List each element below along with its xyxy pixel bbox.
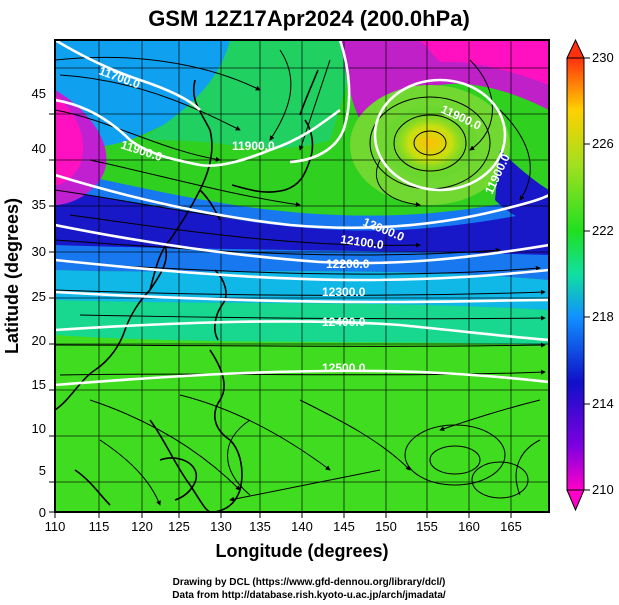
colorbar-tick-label: 218 bbox=[592, 309, 614, 324]
colorbar-max-triangle bbox=[566, 38, 585, 59]
credit-data: Data from http://database.rish.kyoto-u.a… bbox=[172, 590, 446, 601]
contour-label: 12400.0 bbox=[322, 315, 366, 329]
x-tick-label: 145 bbox=[333, 519, 355, 534]
y-tick-label: 5 bbox=[39, 463, 46, 478]
contour-label: 12300.0 bbox=[322, 285, 366, 299]
x-axis-title: Longitude (degrees) bbox=[215, 541, 388, 561]
y-tick-label: 15 bbox=[32, 377, 46, 392]
y-axis-labels: 0 5 10 15 20 25 30 35 40 45 bbox=[32, 86, 46, 520]
x-tick-label: 110 bbox=[45, 519, 66, 534]
coastlines bbox=[55, 69, 319, 512]
y-tick-label: 10 bbox=[32, 421, 46, 436]
colorbar-gradient bbox=[566, 57, 585, 491]
x-tick-label: 125 bbox=[168, 519, 190, 534]
y-tick-label: 20 bbox=[32, 333, 46, 348]
x-axis-labels: 110 115 120 125 130 135 140 145 150 155 … bbox=[45, 519, 522, 534]
y-tick-label: 35 bbox=[32, 197, 46, 212]
x-tick-label: 120 bbox=[131, 519, 153, 534]
x-tick-label: 150 bbox=[375, 519, 397, 534]
colorbar: 230 226 222 218 214 210 bbox=[566, 38, 614, 512]
x-tick-label: 160 bbox=[458, 519, 480, 534]
chart-title: GSM 12Z17Apr2024 (200.0hPa) bbox=[148, 6, 470, 31]
x-axis-ticks bbox=[54, 512, 512, 518]
credit-drawing: Drawing by DCL (https://www.gfd-dennou.o… bbox=[173, 577, 446, 588]
y-tick-label: 40 bbox=[32, 141, 46, 156]
x-tick-label: 135 bbox=[249, 519, 271, 534]
y-tick-label: 30 bbox=[32, 244, 46, 259]
colorbar-tick-label: 226 bbox=[592, 136, 614, 151]
colorbar-min-triangle bbox=[566, 489, 585, 512]
contour-label: 12100.0 bbox=[340, 232, 385, 252]
x-tick-label: 165 bbox=[500, 519, 522, 534]
colorbar-tick-label: 230 bbox=[592, 50, 614, 65]
x-tick-label: 155 bbox=[416, 519, 438, 534]
colorbar-tick-label: 214 bbox=[592, 396, 614, 411]
colorbar-tick-label: 222 bbox=[592, 223, 614, 238]
x-tick-label: 130 bbox=[210, 519, 232, 534]
x-tick-label: 115 bbox=[89, 519, 110, 534]
contour-label: 12500.0 bbox=[322, 361, 366, 375]
y-tick-label: 45 bbox=[32, 86, 46, 101]
grid-lines bbox=[55, 40, 549, 512]
y-axis-title: Latitude (degrees) bbox=[2, 198, 22, 354]
x-tick-label: 140 bbox=[291, 519, 313, 534]
contour-label: 11900.0 bbox=[232, 139, 275, 153]
colorbar-tick-label: 210 bbox=[592, 482, 614, 497]
y-tick-label: 25 bbox=[32, 289, 46, 304]
y-axis-ticks bbox=[49, 113, 55, 513]
height-contours bbox=[55, 40, 549, 387]
y-tick-label: 0 bbox=[39, 505, 46, 520]
contour-label: 12200.0 bbox=[326, 257, 370, 271]
